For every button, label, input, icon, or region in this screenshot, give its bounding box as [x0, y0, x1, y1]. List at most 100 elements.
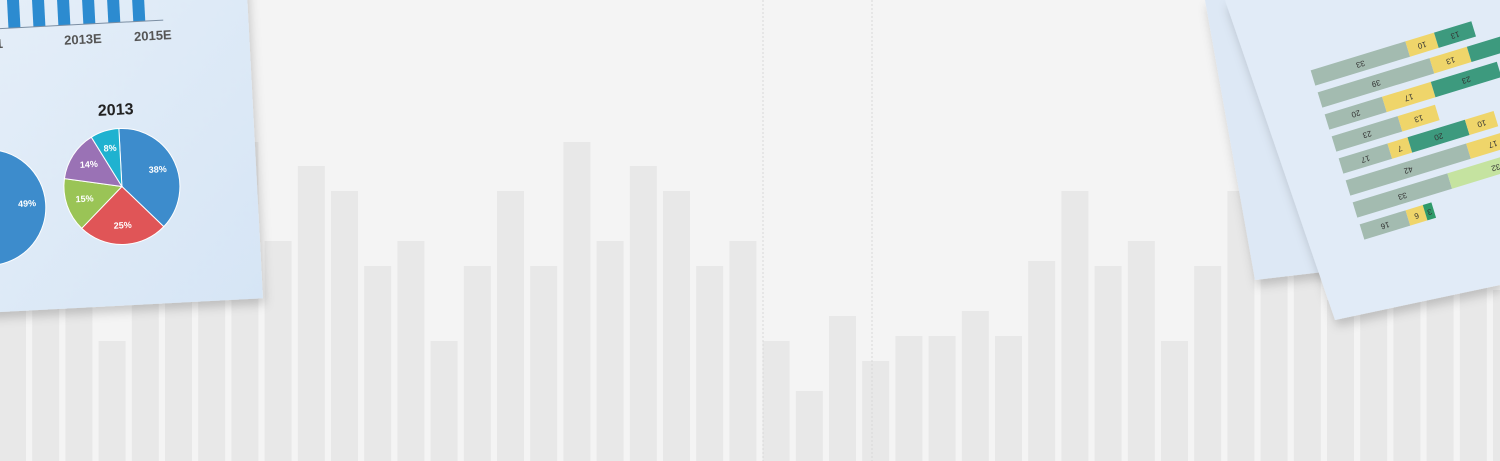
- segment-label: 13: [1445, 55, 1457, 66]
- row-segment: [1407, 119, 1470, 153]
- background-column: [1327, 300, 1354, 461]
- background-column: [1028, 261, 1056, 461]
- row-segment: [1430, 61, 1500, 98]
- background-column: [1194, 266, 1222, 461]
- bar-fragment: [106, 0, 121, 23]
- segment-label: 33: [1354, 58, 1366, 69]
- pie-label: 49%: [18, 198, 37, 209]
- segment-label: 10: [1476, 118, 1488, 129]
- pies: 49% 38% 25% 15% 14% 8%: [0, 128, 181, 266]
- row-segment: [1324, 96, 1387, 130]
- background-column: [762, 341, 790, 461]
- pie-slice: [0, 149, 47, 266]
- background-column: [795, 391, 823, 461]
- row-segment: [1352, 173, 1453, 218]
- row-segment: [1422, 202, 1437, 221]
- pie-slice: [118, 128, 181, 228]
- pie-label: 38%: [148, 164, 167, 175]
- segment-label: 3: [1426, 207, 1433, 217]
- background-column: [1061, 191, 1089, 461]
- segment-label: 7: [1396, 143, 1403, 153]
- background-column: [1094, 266, 1122, 461]
- segment-label: 20: [1433, 131, 1445, 142]
- row-segment: [1317, 58, 1435, 108]
- bar-fragment: [31, 0, 46, 27]
- row: 20 17 23: [1324, 61, 1500, 130]
- segment-label: 13: [1449, 29, 1461, 40]
- segment-label: 17: [1487, 138, 1499, 149]
- background-column: [198, 300, 226, 461]
- background-column: [663, 191, 690, 461]
- stacked-rows: 3310133913302017232313177201042173332166…: [1310, 20, 1500, 240]
- background-column: [596, 241, 624, 461]
- background-column: [497, 191, 524, 461]
- row-segment: [1382, 81, 1436, 113]
- background-column: [98, 341, 126, 461]
- row-segment: [1345, 143, 1471, 196]
- pie-title: 2013: [97, 101, 134, 120]
- background-column: [131, 300, 159, 461]
- pie-label: 15%: [75, 193, 94, 204]
- background-bars: [0, 142, 1500, 461]
- background-column: [862, 361, 890, 461]
- segment-label: 39: [1370, 78, 1382, 89]
- background-column: [364, 266, 392, 461]
- pie-slice: [63, 178, 123, 230]
- background-column: [0, 300, 26, 461]
- pie-label: 8%: [103, 143, 117, 154]
- row-segment: [1434, 21, 1476, 48]
- background-column: [1161, 341, 1188, 461]
- segment-label: 20: [1350, 108, 1362, 119]
- background-column: [1260, 270, 1288, 461]
- background-column: [397, 241, 425, 461]
- background-column: [895, 336, 923, 461]
- row-segment: [1405, 205, 1428, 226]
- bar-fragment: [6, 0, 21, 29]
- row-segment: [1405, 32, 1439, 57]
- row-segment: [1464, 110, 1499, 136]
- bar-fragment: [56, 0, 71, 26]
- row: 166 3: [1359, 202, 1437, 240]
- background-column: [729, 241, 757, 461]
- segment-label: 23: [1460, 74, 1472, 85]
- row-segment: [1397, 104, 1440, 132]
- background-column: [1393, 280, 1421, 461]
- segment-label: 33: [1396, 190, 1408, 201]
- background-column: [430, 341, 458, 461]
- background-column: [331, 191, 358, 461]
- row-segment: [1338, 143, 1393, 174]
- background-column: [629, 166, 657, 461]
- row-segment: [1310, 41, 1411, 86]
- pie-slice: [90, 128, 123, 187]
- row-segment: [1447, 145, 1500, 189]
- background-column: [1459, 280, 1487, 461]
- row: 17 7 20 10: [1338, 110, 1499, 174]
- segment-label: 23: [1361, 129, 1373, 140]
- background-column: [1127, 241, 1155, 461]
- row-segment: [1429, 46, 1472, 74]
- segment-label: 6: [1413, 211, 1420, 221]
- background-column: [32, 300, 60, 461]
- background-column: [829, 316, 856, 461]
- segment-label: 17: [1403, 92, 1415, 103]
- row-segment: [1359, 210, 1411, 240]
- segment-label: 17: [1359, 153, 1371, 164]
- segment-label: 16: [1379, 220, 1391, 231]
- background-column: [961, 311, 989, 461]
- bar-label: 11: [0, 36, 3, 52]
- row-segment: [1331, 116, 1403, 152]
- background-column: [1360, 300, 1388, 461]
- background-column: [530, 266, 558, 461]
- background-column: [65, 300, 93, 461]
- bar-fragment: [131, 0, 146, 22]
- segment-label: 10: [1416, 39, 1428, 50]
- background-column: [928, 336, 956, 461]
- bar-label: 2013E: [64, 31, 103, 48]
- segment-label: 13: [1413, 113, 1425, 124]
- background-column: [297, 166, 325, 461]
- row-segment: [1466, 20, 1500, 63]
- background-column: [463, 266, 491, 461]
- pie-label: 25%: [113, 220, 132, 231]
